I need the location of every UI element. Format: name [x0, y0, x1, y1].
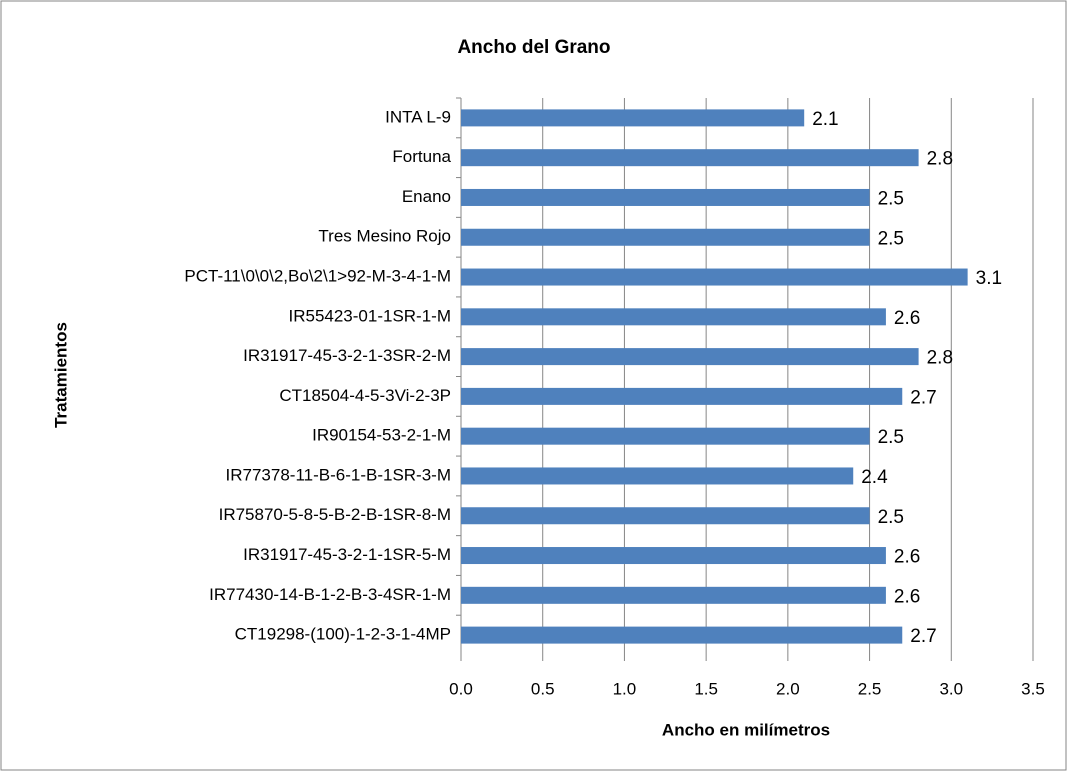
data-label: 2.5: [878, 188, 904, 209]
y-tick-label: IR55423-01-1SR-1-M: [288, 306, 451, 325]
bar: [461, 626, 903, 644]
data-label: 2.1: [812, 109, 838, 130]
data-label: 2.5: [878, 427, 904, 448]
data-label: 2.6: [894, 547, 920, 568]
x-tick-label: 3.5: [1021, 679, 1045, 698]
bar: [461, 507, 870, 525]
bar: [461, 547, 886, 565]
y-tick-label: CT18504-4-5-3Vi-2-3P: [279, 386, 451, 405]
y-tick-label: INTA L-9: [385, 107, 451, 126]
y-tick-label: IR90154-53-2-1-M: [312, 426, 451, 445]
data-label: 2.8: [927, 149, 953, 170]
bar: [461, 268, 968, 286]
bar: [461, 467, 854, 485]
y-tick-label: CT19298-(100)-1-2-3-1-4MP: [235, 625, 451, 644]
y-tick-label: IR31917-45-3-2-1-1SR-5-M: [243, 545, 451, 564]
y-tick-label: Fortuna: [392, 147, 451, 166]
data-label: 2.5: [878, 228, 904, 249]
data-label: 2.8: [927, 348, 953, 369]
y-tick-label: IR77430-14-B-1-2-B-3-4SR-1-M: [209, 585, 451, 604]
data-label: 2.5: [878, 507, 904, 528]
bar: [461, 387, 903, 405]
bar: [461, 109, 805, 127]
data-label: 2.6: [894, 586, 920, 607]
y-tick-label: IR75870-5-8-5-B-2-B-1SR-8-M: [219, 505, 451, 524]
y-tick-label: IR31917-45-3-2-1-3SR-2-M: [243, 346, 451, 365]
x-tick-label: 1.5: [694, 679, 718, 698]
y-tick-label: PCT-11\0\0\2,Bo\2\1>92-M-3-4-1-M: [184, 267, 451, 286]
y-tick-label: Enano: [402, 187, 451, 206]
bar: [461, 149, 919, 167]
chart-title: Ancho del Grano: [457, 37, 610, 58]
bar: [461, 427, 870, 445]
x-axis-label: Ancho en milímetros: [662, 720, 830, 739]
x-tick-label: 0.0: [449, 679, 473, 698]
bar: [461, 228, 870, 246]
bar: [461, 308, 886, 326]
y-tick-label: Tres Mesino Rojo: [318, 227, 451, 246]
x-tick-label: 2.0: [776, 679, 800, 698]
data-label: 3.1: [976, 268, 1002, 289]
y-axis-label: Tratamientos: [51, 322, 70, 428]
x-tick-label: 0.5: [531, 679, 555, 698]
x-tick-label: 1.0: [613, 679, 637, 698]
data-label: 2.4: [861, 467, 888, 488]
data-label: 2.6: [894, 308, 920, 329]
bar: [461, 348, 919, 366]
y-tick-label: IR77378-11-B-6-1-B-1SR-3-M: [226, 465, 451, 484]
x-tick-label: 2.5: [858, 679, 882, 698]
x-tick-label: 3.0: [939, 679, 963, 698]
bar: [461, 188, 870, 206]
data-label: 2.7: [910, 626, 936, 647]
bar: [461, 586, 886, 604]
data-label: 2.7: [910, 387, 936, 408]
